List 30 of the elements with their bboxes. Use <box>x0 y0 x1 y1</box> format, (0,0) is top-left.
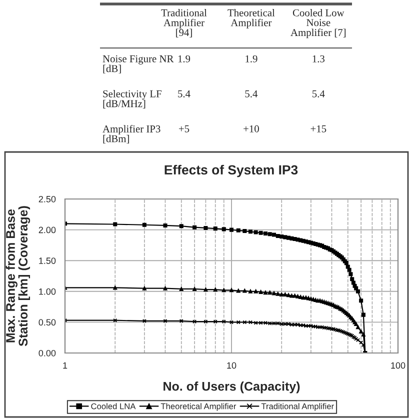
text: 1.9 <box>178 55 190 62</box>
y-tick-label: 2.50 <box>38 196 56 202</box>
text: 5.4 <box>178 90 190 98</box>
text: 5.4 <box>312 90 325 98</box>
legend-label: Theoretical Amplifier <box>160 403 236 411</box>
text: 5.4 <box>245 90 258 98</box>
x-tick-label: 100 <box>391 362 406 369</box>
x-tick-label: 10 <box>227 362 236 369</box>
text: +15 <box>310 125 326 132</box>
chart-title: Effects of System IP3 <box>164 164 298 178</box>
category-label: Selectivity LF [dB/MHz] <box>103 90 162 108</box>
legend-label: Traditional Amplifier <box>261 403 334 411</box>
text: +10 <box>244 125 259 132</box>
text: 1.9 <box>246 55 258 62</box>
text: +5 <box>178 125 190 132</box>
y-tick-label: 2.00 <box>38 226 56 234</box>
y-tick-label: 0.50 <box>38 319 56 326</box>
y-axis-title: Max. Range from Base Station [km] (Coverage) <box>6 206 30 346</box>
category-label: Amplifier IP3 [dBm] <box>102 125 160 144</box>
y-tick-label: 1.50 <box>39 258 56 264</box>
y-tick-label: 0.00 <box>38 350 56 356</box>
legend-label: Cooled LNA <box>91 403 136 410</box>
text: 1.3 <box>312 55 325 62</box>
y-tick-label: 1.00 <box>39 288 56 295</box>
x-axis-title: No. of Users (Capacity) <box>164 382 300 394</box>
category-label: Noise Figure NR [dB] <box>102 55 174 74</box>
x-tick-label: 1 <box>63 362 68 369</box>
category-label: Cooled Low Noise Amplifier [7] <box>290 9 346 38</box>
category-label: Traditional Amplifier [94] <box>161 9 207 38</box>
category-label: Theoretical Amplifier <box>228 9 275 28</box>
